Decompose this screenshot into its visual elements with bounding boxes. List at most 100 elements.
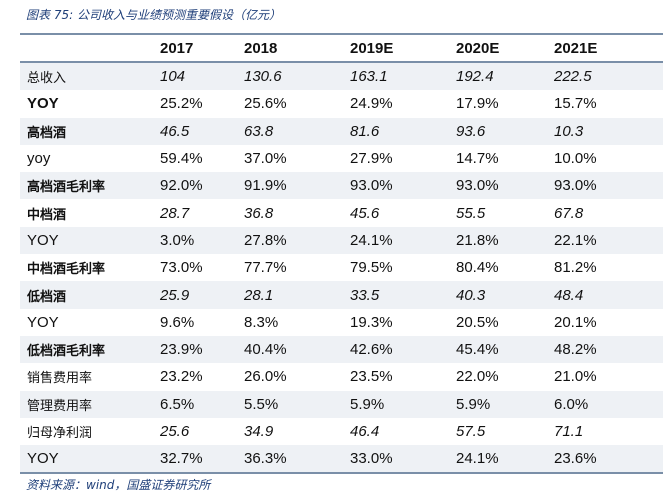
table-cell: 19.3% bbox=[350, 313, 393, 331]
header-cell-year: 2019E bbox=[350, 33, 456, 63]
table-cell: 48.4 bbox=[554, 281, 663, 309]
row-label: 管理费用率 bbox=[20, 390, 160, 418]
table-cell: 20.5% bbox=[456, 313, 499, 331]
table-cell: 27.8% bbox=[244, 226, 350, 255]
table-cell: 21.8% bbox=[456, 226, 554, 255]
table-row: 高档酒 46.5 63.8 81.6 93.6 10.3 bbox=[20, 117, 663, 145]
table-cell: 67.8 bbox=[554, 204, 584, 222]
table-cell: 23.5% bbox=[350, 368, 393, 386]
table-row: 归母净利润 25.6 34.9 46.4 57.5 71.1 bbox=[20, 418, 663, 445]
row-label: 中档酒 bbox=[27, 207, 67, 223]
header-cell-year: 2020E bbox=[456, 33, 554, 63]
table-cell: 23.2% bbox=[160, 368, 203, 386]
table-cell: 48.2% bbox=[554, 335, 663, 364]
forecast-table: 2017 2018 2019E 2020E 2021E 总收入 104 130.… bbox=[20, 33, 663, 475]
header-cell-year: 2018 bbox=[244, 33, 350, 63]
table-cell: 6.5% bbox=[160, 390, 244, 418]
table-row: YOY 25.2% 25.6% 24.9% 17.9% 15.7% bbox=[20, 90, 663, 117]
row-label: 中档酒毛利率 bbox=[27, 262, 106, 278]
table-cell: 59.4% bbox=[160, 150, 203, 168]
table-row: 中档酒毛利率 73.0% 77.7% 79.5% 80.4% 81.2% bbox=[20, 254, 663, 281]
table-cell: 92.0% bbox=[160, 172, 244, 200]
table-caption: 图表 75: 公司收入与业绩预测重要假设（亿元） bbox=[26, 8, 281, 22]
table-row: 高档酒毛利率 92.0% 91.9% 93.0% 93.0% 93.0% bbox=[20, 172, 663, 200]
table-cell: 42.6% bbox=[350, 335, 456, 364]
row-label: yoy bbox=[27, 150, 51, 168]
table-cell: 28.7 bbox=[160, 204, 190, 222]
table-row: 总收入 104 130.6 163.1 192.4 222.5 bbox=[20, 62, 663, 91]
table-cell: 55.5 bbox=[456, 204, 486, 222]
table-cell: 14.7% bbox=[456, 150, 499, 168]
table-cell: 63.8 bbox=[244, 117, 350, 145]
table-cell: 222.5 bbox=[554, 62, 663, 91]
table-row: 中档酒 28.7 36.8 45.6 55.5 67.8 bbox=[20, 199, 663, 226]
row-label: YOY bbox=[27, 95, 59, 113]
table-cell: 22.1% bbox=[554, 226, 663, 255]
table-cell: 93.6 bbox=[456, 117, 554, 145]
table-cell: 26.0% bbox=[244, 368, 287, 386]
row-label: YOY bbox=[20, 445, 160, 475]
table-cell: 22.0% bbox=[456, 368, 499, 386]
forecast-table-container: 2017 2018 2019E 2020E 2021E 总收入 104 130.… bbox=[20, 33, 663, 475]
table-cell: 33.5 bbox=[350, 281, 456, 309]
table-cell: 25.2% bbox=[160, 95, 203, 113]
table-cell: 25.6% bbox=[244, 95, 287, 113]
table-cell: 77.7% bbox=[244, 259, 287, 277]
table-cell: 36.8 bbox=[244, 204, 274, 222]
source-note: 资料来源：wind，国盛证券研究所 bbox=[26, 478, 211, 492]
header-cell-year: 2017 bbox=[160, 33, 244, 63]
table-cell: 57.5 bbox=[456, 423, 486, 440]
table-cell: 46.5 bbox=[160, 117, 244, 145]
table-cell: 93.0% bbox=[554, 172, 663, 200]
row-label: 高档酒 bbox=[20, 117, 160, 145]
table-row: YOY 32.7% 36.3% 33.0% 24.1% 23.6% bbox=[20, 445, 663, 475]
table-row: 管理费用率 6.5% 5.5% 5.9% 5.9% 6.0% bbox=[20, 390, 663, 418]
table-row: YOY 3.0% 27.8% 24.1% 21.8% 22.1% bbox=[20, 226, 663, 255]
header-cell-label bbox=[20, 33, 160, 63]
table-cell: 25.9 bbox=[160, 281, 244, 309]
table-cell: 40.3 bbox=[456, 281, 554, 309]
row-label: 低档酒毛利率 bbox=[20, 335, 160, 364]
table-cell: 6.0% bbox=[554, 390, 663, 418]
table-row: 低档酒 25.9 28.1 33.5 40.3 48.4 bbox=[20, 281, 663, 309]
table-cell: 37.0% bbox=[244, 150, 287, 168]
table-cell: 80.4% bbox=[456, 259, 499, 277]
table-cell: 24.1% bbox=[456, 445, 554, 475]
table-cell: 45.6 bbox=[350, 204, 380, 222]
table-cell: 130.6 bbox=[244, 62, 350, 91]
table-cell: 28.1 bbox=[244, 281, 350, 309]
table-header-row: 2017 2018 2019E 2020E 2021E bbox=[20, 33, 663, 63]
table-cell: 24.1% bbox=[350, 226, 456, 255]
table-cell: 93.0% bbox=[456, 172, 554, 200]
table-cell: 33.0% bbox=[350, 445, 456, 475]
table-cell: 32.7% bbox=[160, 445, 244, 475]
row-label: 高档酒毛利率 bbox=[20, 172, 160, 200]
header-cell-year: 2021E bbox=[554, 33, 663, 63]
table-cell: 3.0% bbox=[160, 226, 244, 255]
table-cell: 40.4% bbox=[244, 335, 350, 364]
table-cell: 21.0% bbox=[554, 368, 597, 386]
table-cell: 91.9% bbox=[244, 172, 350, 200]
table-cell: 24.9% bbox=[350, 95, 393, 113]
table-cell: 5.9% bbox=[456, 390, 554, 418]
table-row: yoy 59.4% 37.0% 27.9% 14.7% 10.0% bbox=[20, 145, 663, 172]
table-cell: 5.9% bbox=[350, 390, 456, 418]
table-cell: 5.5% bbox=[244, 390, 350, 418]
table-cell: 9.6% bbox=[160, 313, 195, 331]
table-cell: 104 bbox=[160, 62, 244, 91]
row-label: YOY bbox=[27, 313, 59, 331]
table-cell: 10.3 bbox=[554, 117, 663, 145]
table-cell: 93.0% bbox=[350, 172, 456, 200]
table-cell: 71.1 bbox=[554, 423, 584, 440]
table-row: 低档酒毛利率 23.9% 40.4% 42.6% 45.4% 48.2% bbox=[20, 335, 663, 364]
table-cell: 79.5% bbox=[350, 259, 393, 277]
table-cell: 45.4% bbox=[456, 335, 554, 364]
row-label: 销售费用率 bbox=[27, 371, 93, 387]
row-label: 归母净利润 bbox=[27, 426, 93, 441]
table-cell: 17.9% bbox=[456, 95, 499, 113]
table-cell: 81.2% bbox=[554, 259, 597, 277]
table-cell: 73.0% bbox=[160, 259, 203, 277]
table-cell: 46.4 bbox=[350, 423, 380, 440]
table-cell: 23.6% bbox=[554, 445, 663, 475]
table-cell: 20.1% bbox=[554, 313, 597, 331]
